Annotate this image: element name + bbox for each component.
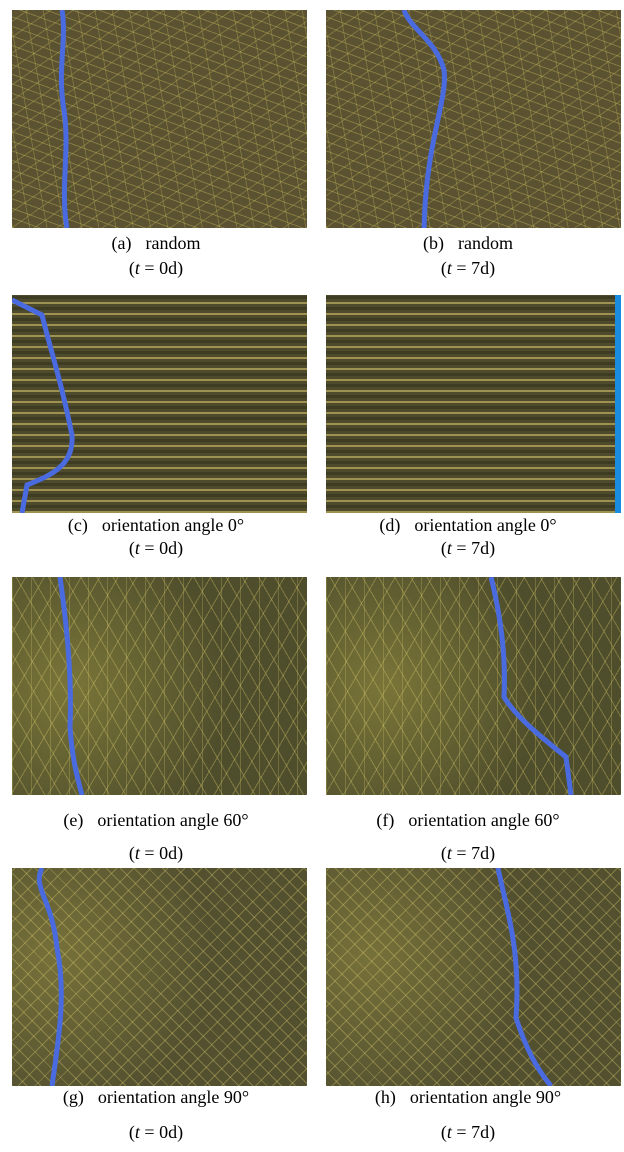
figure: (() => { const data = JSON.parse(documen… [0,0,624,1152]
caption: (c) orientation angle 0° [0,515,312,535]
crack-overlay [326,295,621,513]
crack-overlay [326,10,621,228]
panel-label: (f) [376,810,394,830]
time-value: = 0d) [140,538,183,558]
panel-label: (g) [63,1087,84,1107]
crack-overlay [12,577,307,795]
caption-time: (t = 0d) [0,843,312,863]
crack-overlay [326,868,621,1086]
caption-time: (t = 0d) [0,1122,312,1142]
caption: (b) random [312,233,624,253]
caption-time: (t = 7d) [312,843,624,863]
panel-description: orientation angle 60° [408,810,559,830]
crack-overlay [12,10,307,228]
panel-label: (e) [63,810,83,830]
crack-line [60,577,82,795]
panel-description: orientation angle 0° [102,515,244,535]
micrograph [326,577,621,795]
crack-line [498,868,551,1086]
panel-description: random [458,233,513,253]
crack-line [404,10,444,228]
panel-label: (b) [423,233,444,253]
crack-line [39,868,61,1086]
caption: (h) orientation angle 90° [312,1087,624,1107]
crack-line [12,300,72,513]
panel-label: (h) [375,1087,396,1107]
time-value: = 7d) [452,538,495,558]
caption-time: (t = 7d) [312,538,624,558]
panel-description: orientation angle 90° [410,1087,561,1107]
caption-time: (t = 0d) [0,538,312,558]
time-value: = 7d) [452,258,495,278]
panel-label: (c) [68,515,88,535]
crack-overlay [12,295,307,513]
caption-time: (t = 7d) [312,1122,624,1142]
time-value: = 0d) [140,258,183,278]
panel-description: random [146,233,201,253]
micrograph [12,10,307,228]
crack-overlay [326,577,621,795]
caption: (a) random [0,233,312,253]
micrograph [326,295,621,513]
micrograph [12,577,307,795]
panel-label: (a) [112,233,132,253]
panel-description: orientation angle 60° [97,810,248,830]
caption: (d) orientation angle 0° [312,515,624,535]
caption: (f) orientation angle 60° [312,810,624,830]
caption-time: (t = 0d) [0,258,312,278]
crack-overlay [12,868,307,1086]
panel-description: orientation angle 90° [98,1087,249,1107]
time-value: = 7d) [452,843,495,863]
caption: (e) orientation angle 60° [0,810,312,830]
panel-description: orientation angle 0° [414,515,556,535]
crack-line [491,577,571,795]
time-value: = 0d) [140,1122,183,1142]
micrograph [12,868,307,1086]
micrograph [12,295,307,513]
micrograph [326,868,621,1086]
time-value: = 0d) [140,843,183,863]
caption: (g) orientation angle 90° [0,1087,312,1107]
time-value: = 7d) [452,1122,495,1142]
micrograph [326,10,621,228]
crack-line [61,10,67,228]
panel-label: (d) [379,515,400,535]
caption-time: (t = 7d) [312,258,624,278]
